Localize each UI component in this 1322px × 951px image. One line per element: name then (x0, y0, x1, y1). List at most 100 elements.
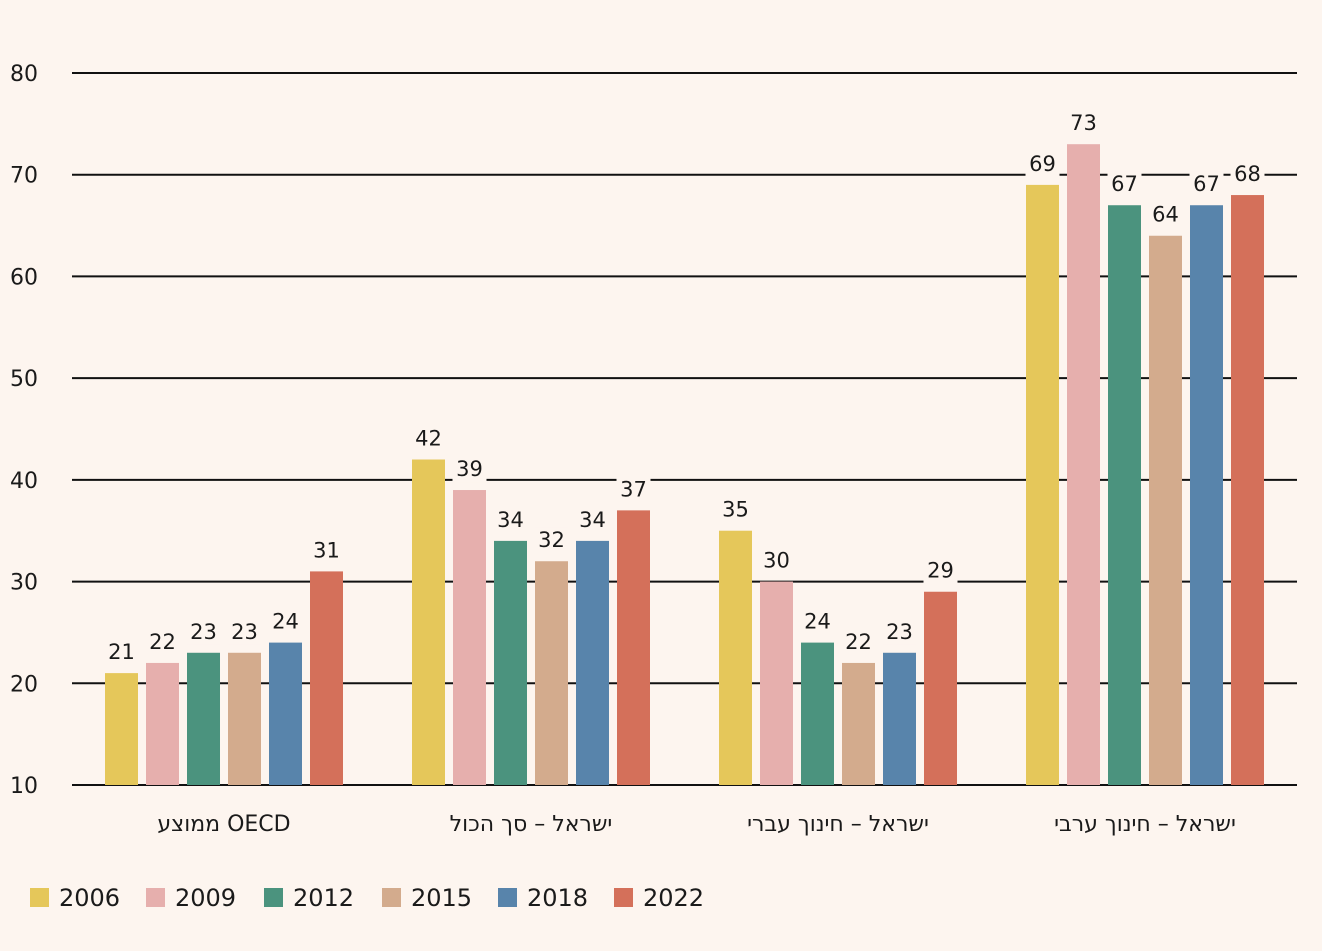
legend-swatch (614, 888, 633, 907)
data-label: 29 (927, 559, 954, 583)
data-label-bg (309, 537, 344, 564)
bar (1026, 184, 1059, 785)
data-label-bg (1148, 201, 1183, 228)
legend-label: 2006 (59, 884, 120, 912)
legend-swatch (498, 888, 517, 907)
bar (1190, 205, 1223, 785)
data-label: 22 (149, 630, 176, 654)
data-label: 37 (620, 477, 647, 501)
data-label-bg (923, 557, 958, 584)
bar (269, 642, 302, 785)
data-label: 67 (1193, 172, 1220, 196)
y-tick-label: 10 (10, 774, 38, 799)
data-label-bg (493, 506, 528, 533)
data-label: 68 (1234, 162, 1261, 186)
legend-swatch (264, 888, 283, 907)
bar (801, 642, 834, 785)
x-category-label: ממוצע OECD (157, 812, 290, 837)
data-label: 34 (579, 508, 606, 532)
data-label-bg (1107, 171, 1142, 198)
x-category-label: ישראל – חינוך עברי (747, 812, 929, 837)
bar (760, 581, 793, 785)
bar (1067, 144, 1100, 785)
x-category-label: ישראל – חינוך ערבי (1054, 812, 1236, 837)
bar (719, 530, 752, 785)
data-label-bg (411, 425, 446, 452)
legend-swatch (146, 888, 165, 907)
data-label: 42 (415, 427, 442, 451)
data-label: 39 (456, 457, 483, 481)
data-label-bg (882, 618, 917, 645)
data-label-bg (841, 628, 876, 655)
bar (617, 510, 650, 785)
bar (310, 571, 343, 785)
y-tick-label: 60 (10, 265, 38, 290)
legend-swatch (382, 888, 401, 907)
data-label: 67 (1111, 172, 1138, 196)
y-tick-label: 80 (10, 62, 38, 87)
y-tick-label: 50 (10, 367, 38, 392)
bar (146, 662, 179, 785)
data-label-bg (227, 618, 262, 645)
bar (924, 591, 957, 785)
data-label: 23 (886, 620, 913, 644)
bar (842, 662, 875, 785)
y-tick-label: 40 (10, 469, 38, 494)
data-label-bg (1230, 161, 1265, 188)
bar (535, 561, 568, 785)
bar (105, 673, 138, 785)
data-label: 23 (190, 620, 217, 644)
data-label: 22 (845, 630, 872, 654)
data-label-bg (534, 527, 569, 554)
bar (883, 652, 916, 785)
legend-label: 2012 (293, 884, 354, 912)
y-tick-label: 70 (10, 164, 38, 189)
bar (412, 459, 445, 785)
data-label-bg (718, 496, 753, 523)
data-label-bg (268, 608, 303, 635)
data-label-bg (759, 547, 794, 574)
y-tick-label: 20 (10, 672, 38, 697)
data-label: 31 (313, 538, 340, 562)
bar (1231, 195, 1264, 786)
data-label-bg (452, 456, 487, 483)
bar (1108, 205, 1141, 785)
data-label: 23 (231, 620, 258, 644)
data-label: 24 (804, 610, 831, 634)
legend-label: 2015 (411, 884, 472, 912)
data-label-bg (1025, 150, 1060, 177)
data-label-bg (616, 476, 651, 503)
data-label: 32 (538, 528, 565, 552)
x-category-label: ישראל – סך הכול (450, 812, 613, 837)
legend-label: 2018 (527, 884, 588, 912)
data-label-bg (575, 506, 610, 533)
data-label: 21 (108, 640, 135, 664)
data-label-bg (1066, 110, 1101, 137)
data-label-bg (800, 608, 835, 635)
bar (1149, 235, 1182, 785)
data-label: 35 (722, 498, 749, 522)
x-axis-categories: ממוצע OECD ישראל – סך הכול ישראל – חינוך ע… (157, 812, 1236, 837)
data-label-bg (104, 639, 139, 666)
legend-label: 2009 (175, 884, 236, 912)
legend-label: 2022 (643, 884, 704, 912)
data-label: 24 (272, 610, 299, 634)
bar (494, 540, 527, 785)
data-label: 73 (1070, 111, 1097, 135)
data-label-bg (1189, 171, 1224, 198)
bar (576, 540, 609, 785)
legend-swatch (30, 888, 49, 907)
bar (187, 652, 220, 785)
legend: 2006 2009 2012 2015 2018 2022 (30, 884, 704, 912)
data-label-bg (145, 628, 180, 655)
data-label: 64 (1152, 203, 1179, 227)
y-axis-ticks: 10 20 30 40 50 60 70 80 (10, 62, 38, 799)
bar (228, 652, 261, 785)
data-labels: 21 22 23 23 24 31 42 39 34 32 34 37 35 30 24 22 23 29 69 73… (104, 110, 1265, 666)
bars (105, 144, 1264, 786)
data-label: 34 (497, 508, 524, 532)
data-label: 30 (763, 549, 790, 573)
data-label-bg (186, 618, 221, 645)
y-tick-label: 30 (10, 571, 38, 596)
